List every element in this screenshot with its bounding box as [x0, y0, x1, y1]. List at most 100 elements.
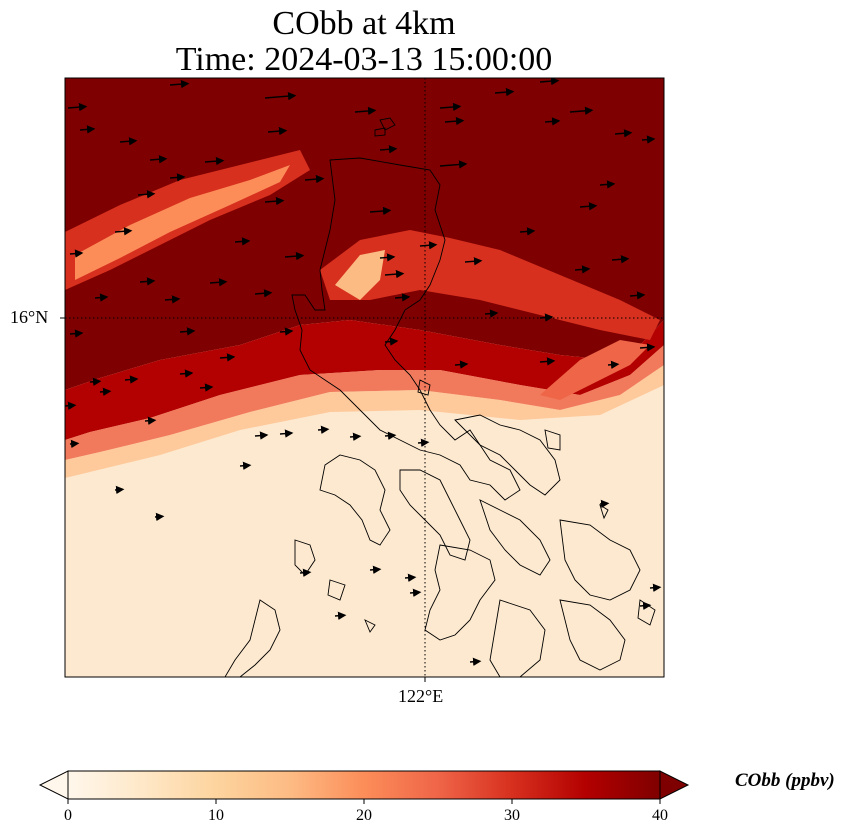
colorbar-label: CObb (ppbv) [735, 770, 835, 791]
wind-arrow [394, 293, 411, 302]
wind-arrow [569, 106, 594, 115]
wind-arrow [439, 102, 462, 112]
plume-fringe [65, 345, 664, 460]
wind-arrow [641, 135, 656, 144]
wind-arrow [639, 343, 656, 352]
colorbar-gradient [67, 770, 661, 800]
wind-arrow [484, 309, 499, 318]
wind-arrow [404, 573, 417, 582]
wind-arrow [254, 431, 269, 440]
wind-arrow [519, 227, 536, 236]
wind-arrow [234, 237, 251, 246]
wind-arrow [369, 206, 392, 216]
wind-arrow [419, 241, 438, 250]
wind-arrow [629, 291, 646, 300]
wind-arrow [384, 269, 405, 279]
wind-arrow [379, 145, 398, 154]
wind-arrow [611, 255, 630, 264]
wind-arrow [139, 277, 156, 286]
wind-arrow [384, 431, 397, 440]
wind-arrow [179, 369, 194, 378]
wind-arrow [379, 253, 396, 262]
wind-arrow [67, 102, 88, 112]
wind-arrow [494, 87, 515, 97]
wind-arrow [149, 155, 168, 164]
lon-tick-label: 122°E [398, 686, 444, 706]
wind-arrow [119, 137, 138, 146]
wind-arrow [649, 583, 662, 592]
wind-arrow [169, 79, 190, 89]
wind-arrow [544, 117, 561, 126]
wind-arrow [114, 227, 133, 236]
wind-arrow [444, 116, 465, 126]
wind-arrow [349, 432, 362, 441]
wind-arrow [279, 327, 294, 336]
wind-arrow [169, 173, 186, 182]
wind-arrow [279, 429, 294, 438]
wind-arrow [439, 160, 468, 169]
wind-arrow [417, 438, 430, 447]
map-frame [64, 77, 665, 678]
wind-arrow [607, 360, 620, 369]
map-title-line1: CObb at 4km [272, 5, 456, 42]
wind-arrow [199, 383, 214, 392]
colorbar-tick-label: 10 [208, 807, 224, 824]
wind-arrow [579, 202, 598, 211]
map-plot [60, 77, 665, 682]
lat-tick-label: 16°N [10, 307, 49, 327]
wind-arrow [144, 416, 157, 425]
plume-streak-center [320, 230, 660, 340]
wind-arrow [454, 360, 469, 369]
wind-arrow [369, 565, 382, 574]
wind-arrow [239, 461, 252, 470]
wind-arrow [599, 499, 610, 509]
wind-arrow [599, 180, 616, 189]
wind-arrow [469, 657, 482, 666]
wind-arrow [267, 126, 288, 136]
wind-arrow [539, 357, 556, 366]
wind-arrow [334, 611, 347, 620]
map-title-line2: Time: 2024-03-13 15:00:00 [175, 41, 553, 78]
wind-arrow [137, 190, 156, 199]
wind-arrow [284, 251, 305, 261]
wind-arrow [317, 425, 330, 434]
wind-arrow [264, 91, 297, 101]
wind-arrow [304, 174, 325, 184]
wind-arrow [114, 485, 125, 495]
colorbar-extend-high [659, 770, 690, 800]
plume-streak-east [540, 340, 650, 400]
wind-arrow [124, 375, 139, 384]
wind-arrow [69, 329, 84, 338]
wind-vectors [65, 78, 662, 666]
colorbar-tick-label: 40 [652, 807, 668, 824]
wind-arrow [99, 387, 112, 396]
plume-streak-nw-core [75, 165, 290, 280]
wind-arrow [254, 289, 273, 298]
plume-edge [65, 320, 664, 440]
wind-arrow [65, 401, 77, 410]
wind-arrow [409, 588, 422, 597]
wind-arrow [204, 156, 225, 166]
colorbar-extend-low [38, 770, 69, 800]
wind-arrow [79, 125, 96, 134]
wind-arrow [94, 293, 109, 302]
wind-arrow [574, 265, 591, 274]
plume-streak-center-core [335, 250, 385, 300]
colorbar-tick-label: 20 [356, 807, 372, 824]
wind-arrow [384, 337, 399, 346]
wind-arrow [89, 377, 102, 386]
wind-arrow [299, 568, 312, 577]
wind-arrow [209, 278, 228, 287]
colorbar-tick-label: 30 [504, 807, 520, 824]
wind-arrow [69, 439, 80, 449]
wind-arrow [69, 249, 84, 258]
wind-arrow [219, 353, 236, 362]
wind-arrow [464, 257, 483, 266]
wind-arrow [179, 327, 196, 336]
wind-arrow [539, 313, 554, 322]
wind-arrow [154, 512, 165, 522]
colorbar-tick-label: 0 [64, 807, 72, 824]
wind-arrow [539, 78, 560, 86]
wind-arrow [164, 295, 181, 304]
wind-arrow [614, 129, 633, 138]
